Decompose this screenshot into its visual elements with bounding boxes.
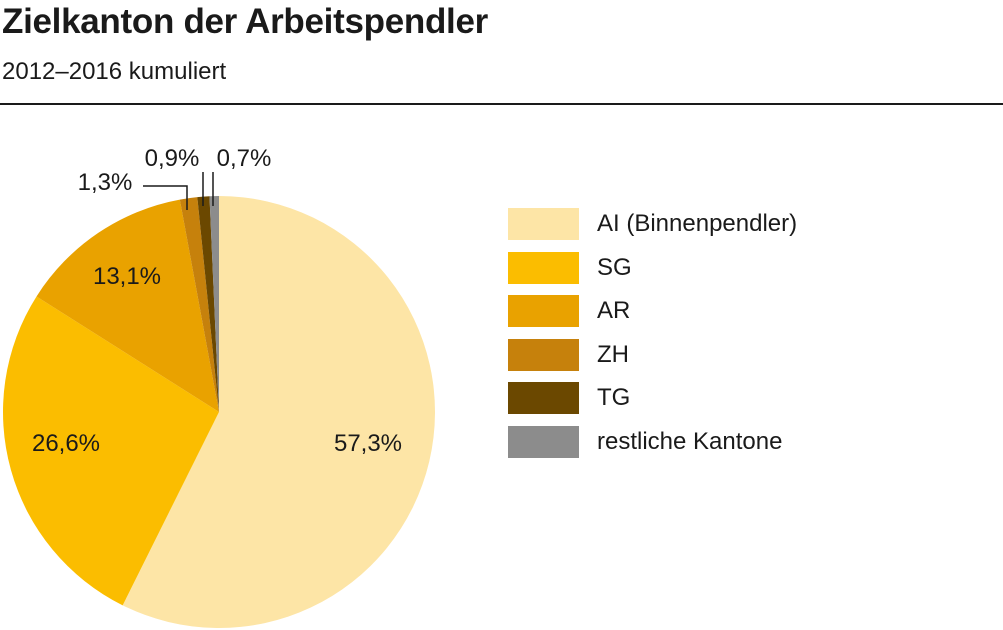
legend-swatch bbox=[508, 295, 579, 327]
data-label: 0,7% bbox=[217, 145, 272, 172]
legend-label: AI (Binnenpendler) bbox=[597, 210, 798, 237]
legend-swatch bbox=[508, 338, 579, 371]
title-divider bbox=[0, 103, 1003, 105]
data-label: 57,3% bbox=[334, 430, 402, 457]
chart-subtitle: 2012–2016 kumuliert bbox=[2, 58, 227, 85]
legend-swatch bbox=[508, 208, 579, 240]
pie-slice-sg bbox=[2, 296, 220, 606]
chart-title: Zielkanton der Arbeitspendler bbox=[2, 2, 488, 41]
legend-label: restliche Kantone bbox=[597, 427, 783, 455]
pie-slice-ar bbox=[36, 199, 220, 412]
data-label: 0,9% bbox=[145, 145, 200, 172]
pie-slice-tg bbox=[197, 196, 219, 412]
leader-line bbox=[143, 185, 188, 210]
legend-swatch bbox=[508, 425, 579, 458]
legend-label: ZH bbox=[597, 340, 629, 368]
legend-label: SG bbox=[597, 253, 632, 281]
data-label: 1,3% bbox=[78, 169, 133, 196]
legend-label: TG bbox=[597, 384, 631, 411]
pie-slice-restliche-kantone bbox=[209, 196, 219, 412]
data-label: 13,1% bbox=[93, 263, 161, 290]
data-label: 26,6% bbox=[32, 430, 100, 457]
legend-swatch bbox=[508, 382, 579, 414]
pie-slice-ai-binnenpendler bbox=[122, 196, 436, 628]
legend-swatch bbox=[508, 251, 579, 284]
legend-label: AR bbox=[597, 297, 631, 324]
pie-slice-zh bbox=[179, 197, 219, 412]
